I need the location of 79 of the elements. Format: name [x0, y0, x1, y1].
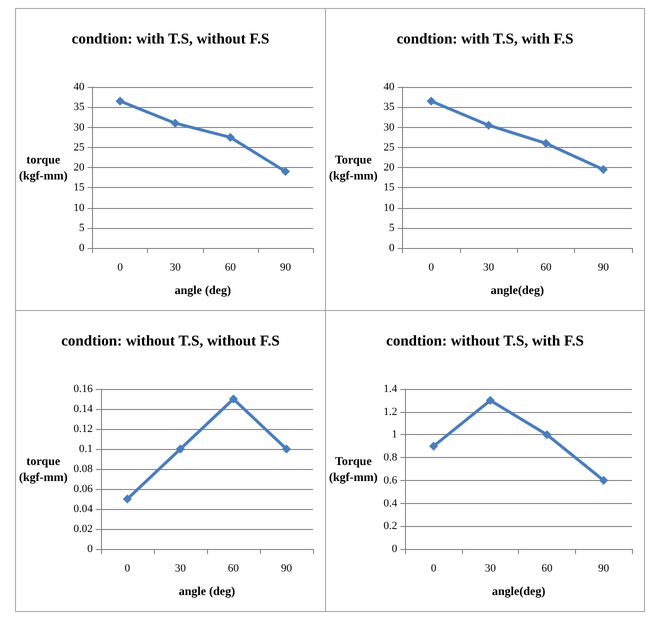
point	[226, 132, 235, 142]
point	[170, 118, 180, 128]
y-tick-label: 30	[384, 121, 396, 134]
y-axis-title: Torque (kgf-mm)	[328, 454, 378, 484]
point	[282, 444, 291, 454]
x-axis-title: angle (deg)	[174, 283, 231, 297]
y-tick-label: 1.4	[384, 383, 398, 395]
x-tick-label: 90	[598, 562, 610, 574]
y-tick-label: 10	[74, 202, 86, 214]
x-tick-label: 30	[174, 562, 186, 574]
x-tick-label: 30	[484, 562, 496, 574]
y-tick-label: 0.16	[74, 383, 94, 395]
y-tick-label: 0	[392, 543, 398, 555]
y-tick-label: 0.4	[384, 497, 398, 510]
x-tick-label: 60	[540, 262, 552, 274]
x-tick-label: 30	[170, 262, 182, 274]
y-tick-label: 0	[389, 242, 396, 254]
x-tick-label: 60	[224, 262, 236, 274]
point	[280, 167, 290, 176]
y-tick-label: 25	[384, 141, 396, 154]
y-axis-title: torque (kgf-mm)	[18, 454, 68, 484]
y-tick-label: 0	[87, 543, 94, 555]
chart-title: condtion: with T.S, with F.S	[396, 32, 574, 48]
y-tick-label: 40	[384, 81, 396, 93]
point	[429, 442, 438, 451]
point	[486, 396, 495, 405]
point	[116, 96, 125, 106]
point	[122, 494, 132, 504]
x-tick-label: 0	[428, 262, 434, 274]
x-tick-label: 0	[124, 562, 131, 574]
point	[599, 476, 608, 485]
y-tick-label: 10	[384, 202, 396, 214]
y-tick-label: 0.8	[384, 452, 398, 464]
y-tick-label: 0.1	[79, 443, 93, 455]
x-tick-label: 90	[280, 562, 292, 574]
y-tick-label: 15	[74, 182, 86, 194]
y-tick-label: 0.2	[384, 520, 398, 532]
point	[484, 120, 494, 130]
y-axis-title: Torque (kgf-mm)	[328, 152, 378, 182]
y-tick-label: 35	[384, 101, 396, 114]
chart-title: condtion: with T.S, without F.S	[72, 32, 270, 48]
x-tick-label: 0	[117, 262, 124, 274]
y-tick-label: 0.02	[74, 523, 93, 535]
x-axis-title: angle(deg)	[492, 584, 546, 598]
x-axis-title: angle (deg)	[178, 584, 236, 598]
y-tick-label: 0.14	[74, 403, 94, 415]
y-tick-label: 25	[74, 141, 86, 154]
chart-title: condtion: without T.S, without F.S	[61, 334, 280, 350]
y-tick-label: 20	[384, 162, 396, 174]
y-tick-label: 5	[389, 222, 396, 234]
y-tick-label: 0.08	[74, 463, 94, 475]
y-axis-title: torque (kgf-mm)	[18, 152, 68, 182]
y-tick-label: 0.12	[74, 423, 93, 435]
y-tick-label: 40	[74, 81, 86, 93]
y-tick-label: 5	[79, 222, 86, 234]
y-tick-label: 35	[74, 101, 86, 114]
x-tick-label: 90	[598, 262, 610, 274]
x-tick-label: 30	[483, 262, 495, 274]
point	[426, 96, 436, 106]
y-tick-label: 0.06	[74, 483, 94, 495]
point	[598, 165, 608, 174]
y-tick-label: 0.6	[384, 474, 398, 486]
y-tick-label: 0.04	[74, 503, 94, 515]
y-tick-label: 1	[392, 428, 398, 441]
x-axis-title: angle(deg)	[490, 283, 544, 297]
x-tick-label: 60	[228, 562, 240, 574]
y-tick-label: 20	[74, 162, 86, 174]
point	[542, 430, 552, 440]
chart-title: condtion: without T.S, with F.S	[386, 334, 584, 350]
point	[228, 394, 238, 404]
point	[176, 444, 185, 454]
y-tick-label: 15	[384, 182, 396, 194]
x-tick-label: 60	[541, 562, 553, 574]
y-tick-label: 1.2	[384, 406, 398, 418]
x-tick-label: 0	[430, 562, 437, 574]
y-tick-label: 0	[79, 242, 86, 254]
y-tick-label: 30	[74, 121, 86, 134]
x-tick-label: 90	[280, 262, 292, 274]
point	[541, 138, 550, 148]
